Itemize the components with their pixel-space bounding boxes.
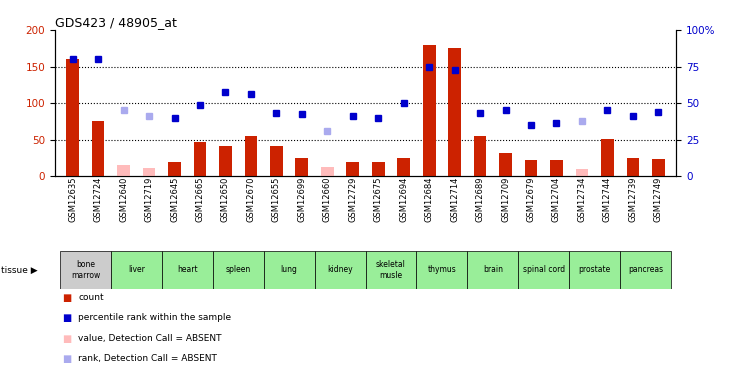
Bar — [423, 45, 436, 176]
Bar — [92, 122, 105, 176]
Bar — [321, 167, 333, 176]
Text: GSM12694: GSM12694 — [399, 176, 408, 222]
Bar — [245, 136, 257, 176]
Bar — [467, 251, 518, 289]
Bar — [601, 139, 614, 176]
Bar — [366, 251, 417, 289]
Bar — [270, 146, 283, 176]
Text: GSM12734: GSM12734 — [577, 176, 586, 222]
Bar — [474, 136, 486, 176]
Text: bone
marrow: bone marrow — [71, 260, 100, 280]
Bar — [111, 251, 162, 289]
Text: GSM12749: GSM12749 — [654, 176, 663, 222]
Text: skeletal
musle: skeletal musle — [376, 260, 406, 280]
Bar — [219, 146, 232, 176]
Bar — [525, 160, 537, 176]
Text: ■: ■ — [62, 292, 72, 303]
Text: GSM12650: GSM12650 — [221, 176, 230, 222]
Text: GSM12640: GSM12640 — [119, 176, 128, 222]
Text: percentile rank within the sample: percentile rank within the sample — [78, 313, 231, 322]
Bar — [168, 162, 181, 176]
Text: GDS423 / 48905_at: GDS423 / 48905_at — [55, 16, 177, 29]
Text: tissue ▶: tissue ▶ — [1, 266, 38, 274]
Text: GSM12744: GSM12744 — [603, 176, 612, 222]
Bar — [499, 153, 512, 176]
Text: pancreas: pancreas — [628, 266, 663, 274]
Bar — [264, 251, 314, 289]
Text: count: count — [78, 292, 104, 302]
Text: GSM12689: GSM12689 — [476, 176, 485, 222]
Text: GSM12714: GSM12714 — [450, 176, 459, 222]
Text: ■: ■ — [62, 354, 72, 364]
Text: brain: brain — [483, 266, 503, 274]
Text: GSM12645: GSM12645 — [170, 176, 179, 222]
Text: GSM12660: GSM12660 — [323, 176, 332, 222]
Bar — [143, 168, 156, 176]
Text: GSM12704: GSM12704 — [552, 176, 561, 222]
Text: GSM12665: GSM12665 — [195, 176, 205, 222]
Bar — [626, 158, 639, 176]
Text: kidney: kidney — [327, 266, 353, 274]
Bar — [67, 59, 79, 176]
Bar — [398, 158, 410, 176]
Text: value, Detection Call = ABSENT: value, Detection Call = ABSENT — [78, 334, 221, 343]
Bar — [417, 251, 467, 289]
Text: thymus: thymus — [428, 266, 456, 274]
Text: liver: liver — [128, 266, 145, 274]
Bar — [372, 162, 385, 176]
Bar — [60, 251, 111, 289]
Bar — [346, 162, 359, 176]
Bar — [295, 158, 308, 176]
Bar — [448, 48, 461, 176]
Text: spinal cord: spinal cord — [523, 266, 565, 274]
Text: spleen: spleen — [226, 266, 251, 274]
Bar — [314, 251, 366, 289]
Text: GSM12670: GSM12670 — [246, 176, 255, 222]
Bar — [550, 160, 563, 176]
Bar — [569, 251, 620, 289]
Bar — [213, 251, 264, 289]
Text: GSM12655: GSM12655 — [272, 176, 281, 222]
Text: GSM12699: GSM12699 — [298, 176, 306, 222]
Text: GSM12729: GSM12729 — [348, 176, 357, 222]
Bar — [652, 159, 664, 176]
Text: rank, Detection Call = ABSENT: rank, Detection Call = ABSENT — [78, 354, 217, 363]
Bar — [117, 165, 130, 176]
Text: lung: lung — [281, 266, 298, 274]
Bar — [575, 169, 588, 176]
Text: GSM12684: GSM12684 — [425, 176, 433, 222]
Text: GSM12739: GSM12739 — [629, 176, 637, 222]
Text: GSM12675: GSM12675 — [374, 176, 383, 222]
Bar — [194, 142, 206, 176]
Text: GSM12709: GSM12709 — [501, 176, 510, 222]
Text: GSM12679: GSM12679 — [526, 176, 536, 222]
Text: GSM12635: GSM12635 — [68, 176, 77, 222]
Bar — [620, 251, 671, 289]
Bar — [162, 251, 213, 289]
Text: ■: ■ — [62, 334, 72, 344]
Text: ■: ■ — [62, 313, 72, 323]
Text: heart: heart — [177, 266, 197, 274]
Text: prostate: prostate — [578, 266, 611, 274]
Text: GSM12724: GSM12724 — [94, 176, 102, 222]
Text: GSM12719: GSM12719 — [145, 176, 154, 222]
Bar — [518, 251, 569, 289]
